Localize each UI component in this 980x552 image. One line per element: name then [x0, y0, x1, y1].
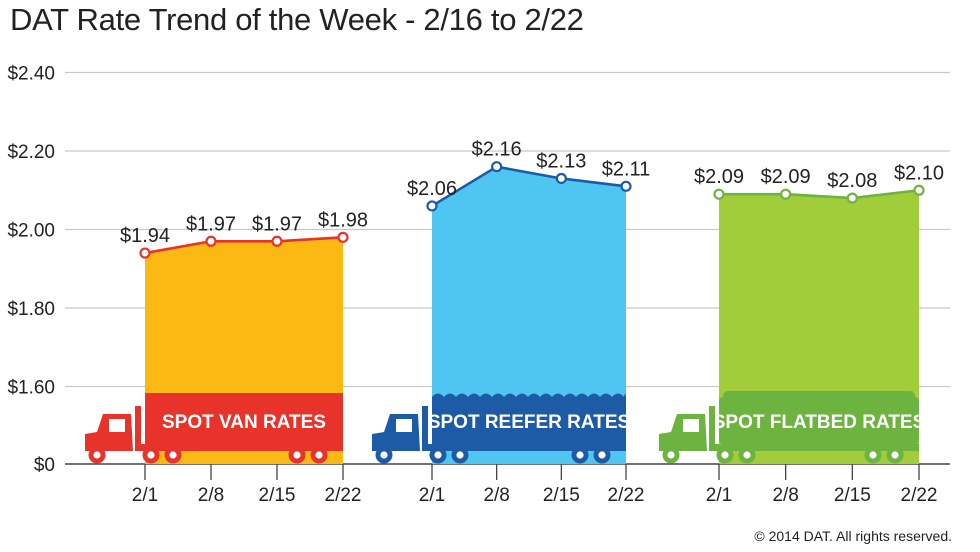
series-name-label: SPOT FLATBED RATES — [713, 412, 926, 433]
x-tick-label: 2/22 — [325, 485, 362, 506]
series-area — [432, 166, 626, 464]
tarp-top — [723, 391, 915, 401]
trailer-banner — [145, 393, 343, 444]
series-2: SPOT REEFER RATES $2.06 $2.16 $2.13 $2.11 — [372, 139, 650, 464]
x-tick-label: 2/8 — [198, 485, 224, 506]
x-tick-label: 2/15 — [834, 485, 871, 506]
trailer-deck — [715, 444, 919, 451]
data-point — [846, 192, 858, 204]
series-line — [719, 188, 920, 200]
data-point — [620, 180, 632, 192]
y-tick-label: $1.80 — [7, 299, 55, 320]
data-label: $2.09 — [761, 166, 811, 188]
data-label: $1.97 — [252, 213, 302, 235]
data-label: $1.97 — [186, 213, 236, 235]
series-line — [431, 165, 627, 208]
x-tick-label: 2/22 — [901, 485, 938, 506]
trailer-banner — [719, 397, 919, 444]
data-label: $2.10 — [894, 162, 944, 184]
series-1: SPOT VAN RATES $1.94 $1.97 $1.97 $1.98 — [85, 209, 368, 464]
x-tick-label: 2/8 — [772, 485, 798, 506]
trailer-banner — [432, 393, 626, 444]
data-label: $2.13 — [536, 150, 586, 172]
x-axis-ticks: 2/1 2/8 2/15 2/22 2/1 2/8 2/15 2/22 2/1 2/8 2/15 2/… — [132, 464, 938, 506]
y-axis-ticks: $0 $1.60 $1.80 $2.00 $2.20 $2.40 — [7, 64, 55, 477]
x-tick-label: 2/1 — [706, 485, 732, 506]
x-tick-label: 2/22 — [608, 485, 645, 506]
series-line — [144, 236, 344, 255]
data-point — [337, 231, 349, 243]
y-tick-label: $0 — [34, 455, 55, 476]
data-label: $2.09 — [694, 166, 744, 188]
data-point — [555, 172, 567, 185]
data-point — [139, 247, 151, 259]
x-tick-label: 2/15 — [543, 485, 580, 506]
y-tick-label: $2.40 — [7, 64, 55, 85]
data-point — [426, 200, 438, 212]
series-name-label: SPOT VAN RATES — [162, 412, 326, 433]
trailer-deck — [428, 444, 626, 451]
x-tick-label: 2/8 — [483, 485, 509, 506]
truck-cab-icon — [659, 406, 715, 451]
data-label: $2.11 — [602, 158, 651, 180]
data-label: $1.98 — [318, 209, 368, 231]
data-point — [491, 161, 503, 173]
y-tick-label: $2.20 — [7, 142, 55, 163]
truck-cab-icon — [372, 406, 428, 451]
y-tick-label: $1.60 — [7, 378, 55, 399]
data-point — [780, 188, 792, 200]
data-point — [913, 184, 925, 196]
x-tick-label: 2/1 — [419, 485, 445, 506]
data-label: $1.94 — [120, 225, 170, 247]
trailer-deck — [141, 444, 343, 451]
data-point — [271, 235, 283, 247]
copyright-notice: © 2014 DAT. All rights reserved. — [754, 528, 952, 544]
data-label: $2.08 — [827, 170, 877, 192]
data-point — [205, 235, 217, 247]
y-tick-label: $2.00 — [7, 221, 55, 242]
data-label: $2.16 — [472, 139, 522, 161]
series-3: SPOT FLATBED RATES $2.09 $2.09 $2.08 $2.10 — [659, 162, 944, 464]
x-tick-label: 2/1 — [132, 485, 158, 506]
data-label: $2.06 — [407, 178, 457, 200]
data-point — [713, 188, 725, 200]
truck-cab-icon — [85, 406, 141, 451]
x-tick-label: 2/15 — [259, 485, 296, 506]
series-name-label: SPOT REEFER RATES — [428, 412, 630, 433]
chart-title: DAT Rate Trend of the Week - 2/16 to 2/2… — [10, 2, 584, 37]
